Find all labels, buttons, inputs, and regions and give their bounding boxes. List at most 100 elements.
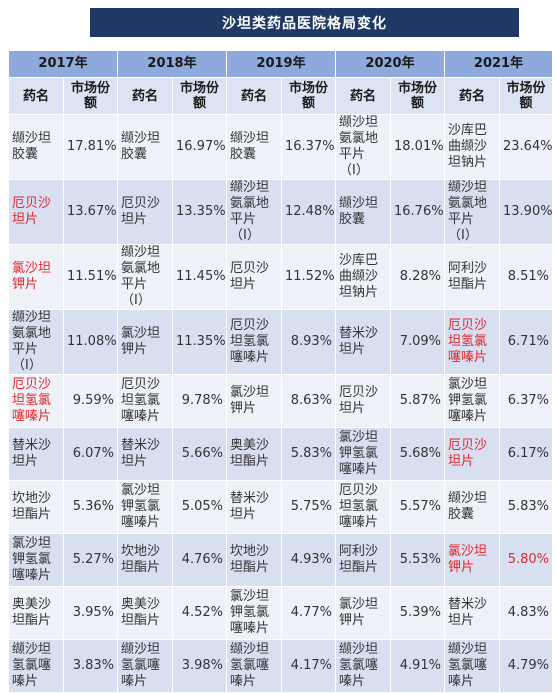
table-row: 氯沙坦钾片 11.51% 缬沙坦氨氯地平片（I） 11.45% 厄贝沙坦片 11.52% 沙… [8,244,553,310]
table-row: 坎地沙坦酯片 5.36% 氯沙坦钾氢氯噻嗪片 5.05% 替米沙坦片 5.75% 厄贝沙坦氢… [8,480,553,534]
market-share-cell: 13.90% [499,179,553,245]
drug-name-cell: 氯沙坦钾片 [8,244,64,310]
drug-name-cell: 阿利沙坦酯片 [444,244,500,310]
drug-name-cell: 坎地沙坦酯片 [8,480,64,534]
drug-name-cell: 缬沙坦氢氯噻嗪片 [117,639,173,693]
market-share-cell: 11.08% [63,309,118,375]
drug-name-cell: 缬沙坦氨氯地平片（I） [117,244,173,310]
drug-name-cell: 缬沙坦氨氯地平片（I） [226,179,282,245]
column-header-market-share: 市场份额 [172,77,227,115]
market-share-cell: 16.76% [390,179,445,245]
market-share-cell: 7.09% [390,309,445,375]
drug-name-cell: 氯沙坦钾片 [335,586,391,640]
drug-name-cell: 缬沙坦胶囊 [335,179,391,245]
market-share-cell: 5.75% [281,480,336,534]
table-row: 缬沙坦胶囊 17.81% 缬沙坦胶囊 16.97% 缬沙坦胶囊 16.37% 缬沙坦氨氯地平… [8,114,553,180]
column-header-market-share: 市场份额 [390,77,445,115]
market-share-cell: 5.27% [63,533,118,587]
market-share-cell: 3.83% [63,639,118,693]
table-row: 缬沙坦氨氯地平片（I） 11.08% 氯沙坦钾片 11.35% 厄贝沙坦氢氯噻嗪片 8.9… [8,309,553,375]
drug-name-cell: 氯沙坦钾氢氯噻嗪片 [444,374,500,428]
drug-name-cell: 阿利沙坦酯片 [335,533,391,587]
market-share-cell: 4.77% [281,586,336,640]
market-share-cell: 5.87% [390,374,445,428]
drug-name-cell: 缬沙坦胶囊 [444,480,500,534]
market-share-cell: 18.01% [390,114,445,180]
market-share-cell: 4.17% [281,639,336,693]
drug-name-cell: 厄贝沙坦片 [444,427,500,481]
market-share-cell: 17.81% [63,114,118,180]
drug-name-cell: 氯沙坦钾氢氯噻嗪片 [335,427,391,481]
market-share-cell: 11.35% [172,309,227,375]
drug-name-cell: 厄贝沙坦片 [8,179,64,245]
drug-name-cell: 厄贝沙坦片 [335,374,391,428]
drug-name-cell: 沙库巴曲缬沙坦钠片 [335,244,391,310]
drug-name-cell: 替米沙坦片 [117,427,173,481]
market-share-cell: 5.39% [390,586,445,640]
drug-name-cell: 缬沙坦氨氯地平片（I） [444,179,500,245]
column-header-market-share: 市场份额 [63,77,118,115]
drug-name-cell: 氯沙坦钾氢氯噻嗪片 [226,586,282,640]
drug-name-cell: 厄贝沙坦氢氯噻嗪片 [444,309,500,375]
column-header-drug-name: 药名 [117,77,173,115]
drug-name-cell: 缬沙坦胶囊 [117,114,173,180]
watermark [500,625,540,647]
drug-name-cell: 替米沙坦片 [226,480,282,534]
market-share-cell: 5.83% [281,427,336,481]
drug-name-cell: 缬沙坦胶囊 [8,114,64,180]
drug-name-cell: 厄贝沙坦片 [117,179,173,245]
market-share-cell: 16.97% [172,114,227,180]
market-share-cell: 6.07% [63,427,118,481]
year-header: 2021年 [444,50,553,78]
market-share-cell: 5.66% [172,427,227,481]
market-share-cell: 12.48% [281,179,336,245]
market-share-cell: 23.64% [499,114,553,180]
drug-name-cell: 缬沙坦氢氯噻嗪片 [335,639,391,693]
drug-name-cell: 缬沙坦氢氯噻嗪片 [444,639,500,693]
page-title: 沙坦类药品医院格局变化 [90,8,519,37]
market-share-cell: 6.37% [499,374,553,428]
market-share-cell: 5.80% [499,533,553,587]
market-share-cell: 8.93% [281,309,336,375]
market-share-cell: 8.51% [499,244,553,310]
market-share-cell: 8.28% [390,244,445,310]
drug-name-cell: 缬沙坦氢氯噻嗪片 [226,639,282,693]
market-share-cell: 4.52% [172,586,227,640]
market-share-cell: 5.83% [499,480,553,534]
column-header-drug-name: 药名 [8,77,64,115]
table-row: 缬沙坦氢氯噻嗪片 3.83% 缬沙坦氢氯噻嗪片 3.98% 缬沙坦氢氯噻嗪片 4.17% 缬… [8,639,553,693]
market-share-cell: 4.93% [281,533,336,587]
market-share-cell: 5.57% [390,480,445,534]
drug-name-cell: 氯沙坦钾片 [117,309,173,375]
drug-name-cell: 氯沙坦钾片 [444,533,500,587]
market-share-cell: 11.52% [281,244,336,310]
drug-name-cell: 厄贝沙坦氢氯噻嗪片 [226,309,282,375]
column-header-row: 药名 市场份额 药名 市场份额 药名 市场份额 药名 市场份额 药名 市场份额 [8,77,553,115]
table-row: 奥美沙坦酯片 3.95% 奥美沙坦酯片 4.52% 氯沙坦钾氢氯噻嗪片 4.77% 氯沙坦钾… [8,586,553,640]
drug-name-cell: 缬沙坦氨氯地平片（I） [8,309,64,375]
drug-name-cell: 厄贝沙坦片 [226,244,282,310]
market-share-cell: 5.53% [390,533,445,587]
table-row: 厄贝沙坦氢氯噻嗪片 9.59% 厄贝沙坦氢氯噻嗪片 9.78% 氯沙坦钾片 8.63% 厄贝… [8,374,553,428]
drug-name-cell: 替米沙坦片 [8,427,64,481]
year-header: 2019年 [226,50,336,78]
market-share-cell: 4.83% [499,586,553,640]
drug-name-cell: 氯沙坦钾片 [226,374,282,428]
market-share-cell: 13.67% [63,179,118,245]
market-share-cell: 6.71% [499,309,553,375]
year-header: 2020年 [335,50,445,78]
table-row: 氯沙坦钾氢氯噻嗪片 5.27% 坎地沙坦酯片 4.76% 坎地沙坦酯片 4.93% 阿利沙坦… [8,533,553,587]
drug-name-cell: 奥美沙坦酯片 [226,427,282,481]
market-share-cell: 16.37% [281,114,336,180]
market-share-cell: 4.91% [390,639,445,693]
drug-name-cell: 氯沙坦钾氢氯噻嗪片 [8,533,64,587]
market-share-cell: 5.68% [390,427,445,481]
column-header-market-share: 市场份额 [281,77,336,115]
column-header-drug-name: 药名 [444,77,500,115]
market-share-cell: 13.35% [172,179,227,245]
drug-name-cell: 奥美沙坦酯片 [8,586,64,640]
market-share-cell: 3.95% [63,586,118,640]
drug-name-cell: 奥美沙坦酯片 [117,586,173,640]
year-header-row: 2017年 2018年 2019年 2020年 2021年 [8,50,553,78]
drug-name-cell: 坎地沙坦酯片 [117,533,173,587]
